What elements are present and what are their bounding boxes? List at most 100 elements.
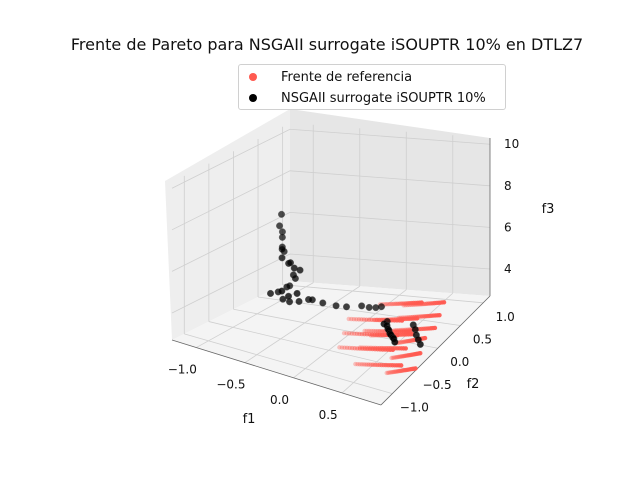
nsga-point	[278, 254, 286, 262]
x-tick-label: 0.5	[319, 408, 338, 422]
legend-reference-marker	[249, 73, 257, 81]
reference-point	[361, 362, 367, 367]
reference-point	[364, 345, 369, 350]
nsga-point	[291, 274, 299, 282]
x-tick-label: 0.0	[270, 393, 289, 407]
reference-point	[437, 312, 442, 318]
y-gridline	[184, 333, 393, 395]
reference-point	[407, 302, 412, 308]
x-tick-label: −0.5	[216, 378, 245, 392]
nsga-point	[293, 289, 301, 297]
z-axis-label: f3	[542, 202, 555, 217]
reference-point	[371, 328, 376, 334]
reference-point	[366, 328, 372, 334]
reference-point	[389, 355, 394, 361]
reference-point	[341, 330, 347, 336]
reference-point	[387, 370, 392, 375]
reference-point	[422, 335, 428, 341]
reference-point	[339, 345, 345, 350]
legend: Frente de referencia NSGAII surrogate iS…	[238, 64, 506, 110]
legend-reference-label: Frente de referencia	[281, 69, 413, 85]
nsga-point	[285, 292, 293, 300]
nsga-point	[278, 210, 286, 218]
reference-point	[393, 355, 398, 360]
reference-point	[377, 317, 382, 323]
floor-pane	[172, 281, 490, 405]
reference-point	[384, 370, 389, 376]
reference-point	[396, 315, 402, 321]
y-tick-label: 1.0	[496, 310, 515, 324]
reference-point	[368, 333, 374, 338]
reference-point	[355, 361, 360, 367]
y-tick-label: 0.5	[473, 333, 492, 347]
reference-point	[409, 302, 414, 308]
nsga-point	[296, 266, 304, 274]
nsga-point	[308, 296, 316, 304]
nsga-point	[276, 222, 284, 230]
y-tick-label: 0.0	[450, 355, 469, 369]
reference-point	[376, 333, 381, 338]
reference-point	[346, 316, 351, 322]
legend-entry-nsga: NSGAII surrogate iSOUPTR 10%	[249, 88, 486, 108]
nsga-point	[416, 340, 424, 348]
reference-point	[402, 315, 407, 320]
reference-point	[364, 328, 370, 334]
reference-point	[368, 328, 374, 334]
reference-point	[353, 361, 358, 367]
z-tick-label: 6	[504, 220, 512, 234]
reference-point	[349, 331, 354, 336]
reference-point	[441, 300, 447, 305]
reference-point	[354, 317, 359, 322]
reference-point	[344, 345, 350, 351]
x-axis-line	[171, 339, 382, 406]
left-pane	[165, 109, 290, 340]
z-tick-label: 10	[504, 137, 519, 151]
y-tick-label: −1.0	[400, 401, 429, 415]
nsga-point	[365, 303, 373, 311]
x-gridline	[293, 289, 407, 379]
nsga-point	[286, 259, 294, 267]
reference-point	[372, 333, 377, 338]
reference-point	[347, 345, 352, 351]
reference-point	[392, 355, 397, 360]
reference-point	[352, 331, 357, 336]
reference-point	[408, 329, 413, 334]
nsga-point	[278, 233, 286, 241]
z-gridline	[171, 211, 491, 272]
nsga-point	[332, 302, 340, 310]
reference-point	[398, 340, 403, 345]
nsga-point	[377, 303, 385, 311]
reference-point	[405, 302, 410, 308]
reference-point	[366, 345, 371, 350]
reference-point	[375, 317, 380, 323]
nsga-point	[279, 295, 287, 303]
reference-point	[357, 345, 363, 350]
nsga-point	[278, 287, 286, 295]
reference-point	[398, 315, 404, 320]
reference-point	[401, 303, 406, 308]
legend-nsga-marker	[249, 94, 257, 102]
reference-point	[399, 363, 404, 368]
y-axis-line	[380, 295, 491, 406]
nsga-point	[358, 302, 366, 310]
nsga-point	[343, 303, 351, 311]
nsga-point	[278, 245, 286, 253]
legend-entry-reference: Frente de referencia	[249, 67, 412, 87]
reference-point	[356, 317, 362, 322]
reference-point	[370, 333, 376, 338]
nsga-point	[286, 282, 294, 290]
reference-point	[390, 355, 396, 360]
reference-point	[385, 370, 391, 375]
reference-point	[344, 331, 349, 336]
reference-point	[346, 331, 352, 336]
y-axis-label: f2	[467, 377, 480, 392]
y-gridline	[208, 321, 416, 372]
x-axis-label: f1	[243, 412, 256, 427]
nsga-point	[267, 289, 275, 297]
nsga-point	[391, 338, 399, 346]
reference-point	[337, 345, 342, 350]
reference-point	[349, 316, 354, 322]
y-gridline	[282, 284, 484, 304]
z-gridline	[171, 128, 491, 189]
reference-point	[351, 316, 357, 322]
